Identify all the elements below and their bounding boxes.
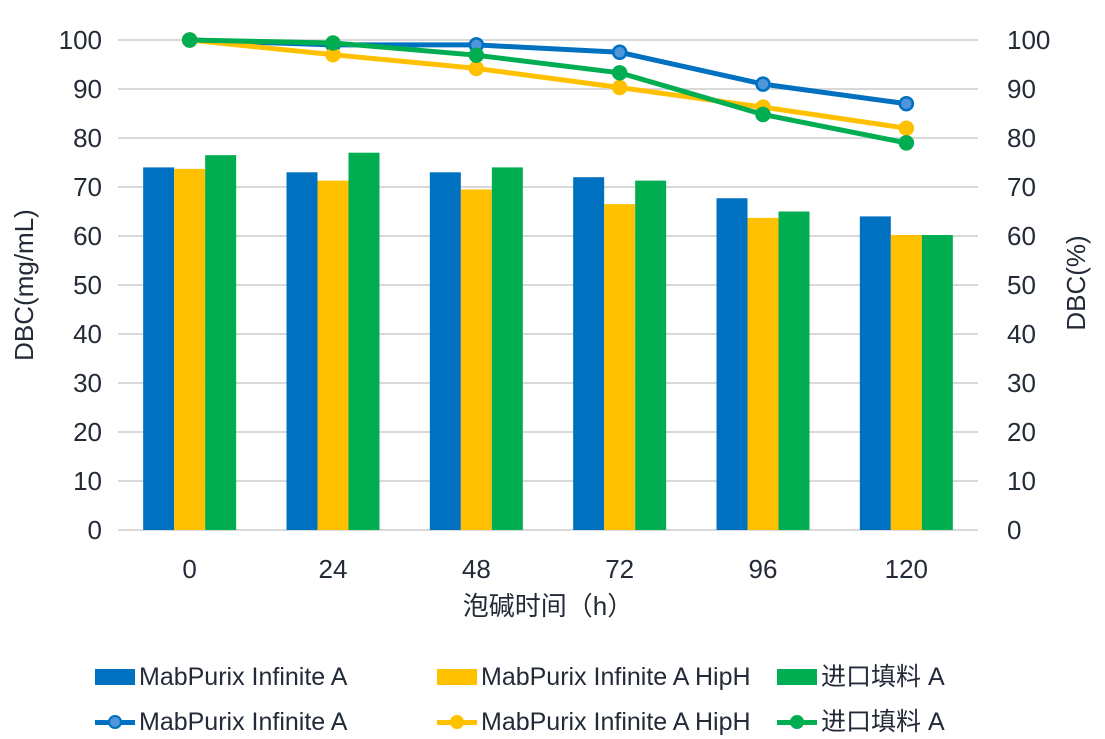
left-axis-tick-70: 70 <box>73 172 102 202</box>
bar-swatch-icon <box>95 669 135 685</box>
bar-green-x120 <box>921 235 953 530</box>
x-axis-tick-24: 24 <box>318 554 348 584</box>
left-axis-tick-20: 20 <box>73 417 102 447</box>
line-marker-blue-x96 <box>755 76 771 92</box>
right-axis-title: DBC(%) <box>1061 235 1091 331</box>
x-axis-tick-72: 72 <box>605 554 635 584</box>
line-marker-blue-x72 <box>611 44 628 60</box>
right-axis-tick-100: 100 <box>1007 25 1051 55</box>
line-marker-green-x96 <box>755 106 771 123</box>
bar-blue-x72 <box>573 177 605 530</box>
legend-label: MabPurix Infinite A <box>139 663 348 691</box>
left-axis-tick-90: 90 <box>73 74 102 104</box>
line-marker-yellow-x120 <box>898 120 915 136</box>
legend-entry-bar-imported-media-a: 进口填料 A <box>777 663 945 691</box>
bar-blue-x24 <box>286 172 318 531</box>
bar-yellow-x24 <box>317 180 349 530</box>
bar-yellow-x0 <box>174 168 206 530</box>
legend-entry-bar-mabpurix-infinite-a-hiph: MabPurix Infinite A HipH <box>437 663 751 691</box>
legend-label: 进口填料 A <box>821 663 945 691</box>
line-green <box>187 37 909 146</box>
x-axis-tick-96: 96 <box>748 554 778 584</box>
left-axis-tick-80: 80 <box>73 123 102 153</box>
right-axis-tick-0: 0 <box>1007 515 1022 545</box>
left-axis-tick-50: 50 <box>73 270 102 300</box>
legend-entry-line-mabpurix-infinite-a-hiph: MabPurix Infinite A HipH <box>437 708 751 736</box>
right-axis-tick-10: 10 <box>1007 466 1036 496</box>
legend-label: MabPurix Infinite A <box>139 708 348 736</box>
bar-yellow-x120 <box>890 235 922 530</box>
bar-yellow-x48 <box>460 189 492 530</box>
x-axis-tick-0: 0 <box>182 554 197 584</box>
line-marker-green-x24 <box>325 35 341 51</box>
bar-green-x0 <box>205 155 237 530</box>
left-axis-tick-0: 0 <box>87 515 102 545</box>
line-marker-swatch-icon <box>437 714 477 730</box>
line-marker-green-x120 <box>898 135 915 151</box>
line-marker-yellow-x48 <box>468 60 485 77</box>
right-axis-tick-20: 20 <box>1007 417 1036 447</box>
legend-entry-bar-mabpurix-infinite-a: MabPurix Infinite A <box>95 663 347 691</box>
line-marker-swatch-icon <box>95 714 135 730</box>
legend-entry-line-mabpurix-infinite-a: MabPurix Infinite A <box>95 708 347 736</box>
bar-blue-x0 <box>143 167 175 530</box>
legend-label: 进口填料 A <box>821 708 945 736</box>
right-axis-tick-90: 90 <box>1007 74 1036 104</box>
bar-green-x48 <box>491 167 523 530</box>
left-axis-tick-30: 30 <box>73 368 102 398</box>
right-axis-tick-70: 70 <box>1007 172 1036 202</box>
left-axis-title: DBC(mg/mL) <box>9 209 39 361</box>
line-marker-green-x48 <box>468 47 485 63</box>
bar-blue-x120 <box>859 216 891 530</box>
right-axis-tick-60: 60 <box>1007 221 1036 251</box>
right-axis-tick-40: 40 <box>1007 319 1036 349</box>
right-axis-tick-30: 30 <box>1007 368 1036 398</box>
bar-green-x72 <box>635 180 667 530</box>
left-axis-tick-40: 40 <box>73 319 102 349</box>
line-marker-blue-x120 <box>898 95 915 112</box>
bar-blue-x96 <box>716 198 748 530</box>
line-marker-green-x72 <box>611 65 628 81</box>
x-axis-title: 泡碱时间（h） <box>462 591 634 621</box>
legend-label: MabPurix Infinite A HipH <box>481 663 751 691</box>
legend-label: MabPurix Infinite A HipH <box>481 708 751 736</box>
left-axis-tick-60: 60 <box>73 221 102 251</box>
x-axis-tick-48: 48 <box>461 554 491 584</box>
right-axis-tick-50: 50 <box>1007 270 1036 300</box>
line-marker-green-x0 <box>181 32 198 48</box>
right-axis-tick-80: 80 <box>1007 123 1036 153</box>
bar-yellow-x72 <box>604 204 636 530</box>
left-axis-tick-10: 10 <box>73 466 102 496</box>
bar-swatch-icon <box>777 669 817 685</box>
legend-entry-line-imported-media-a: 进口填料 A <box>777 708 945 736</box>
bar-swatch-icon <box>437 669 477 685</box>
left-axis-tick-100: 100 <box>58 25 102 55</box>
x-axis-tick-120: 120 <box>884 554 929 584</box>
line-marker-swatch-icon <box>777 714 817 730</box>
line-marker-yellow-x72 <box>611 79 628 96</box>
bar-green-x96 <box>778 211 810 530</box>
bar-green-x24 <box>348 152 380 530</box>
line-yellow <box>187 37 909 131</box>
bar-blue-x48 <box>429 172 461 531</box>
bar-yellow-x96 <box>747 217 779 530</box>
